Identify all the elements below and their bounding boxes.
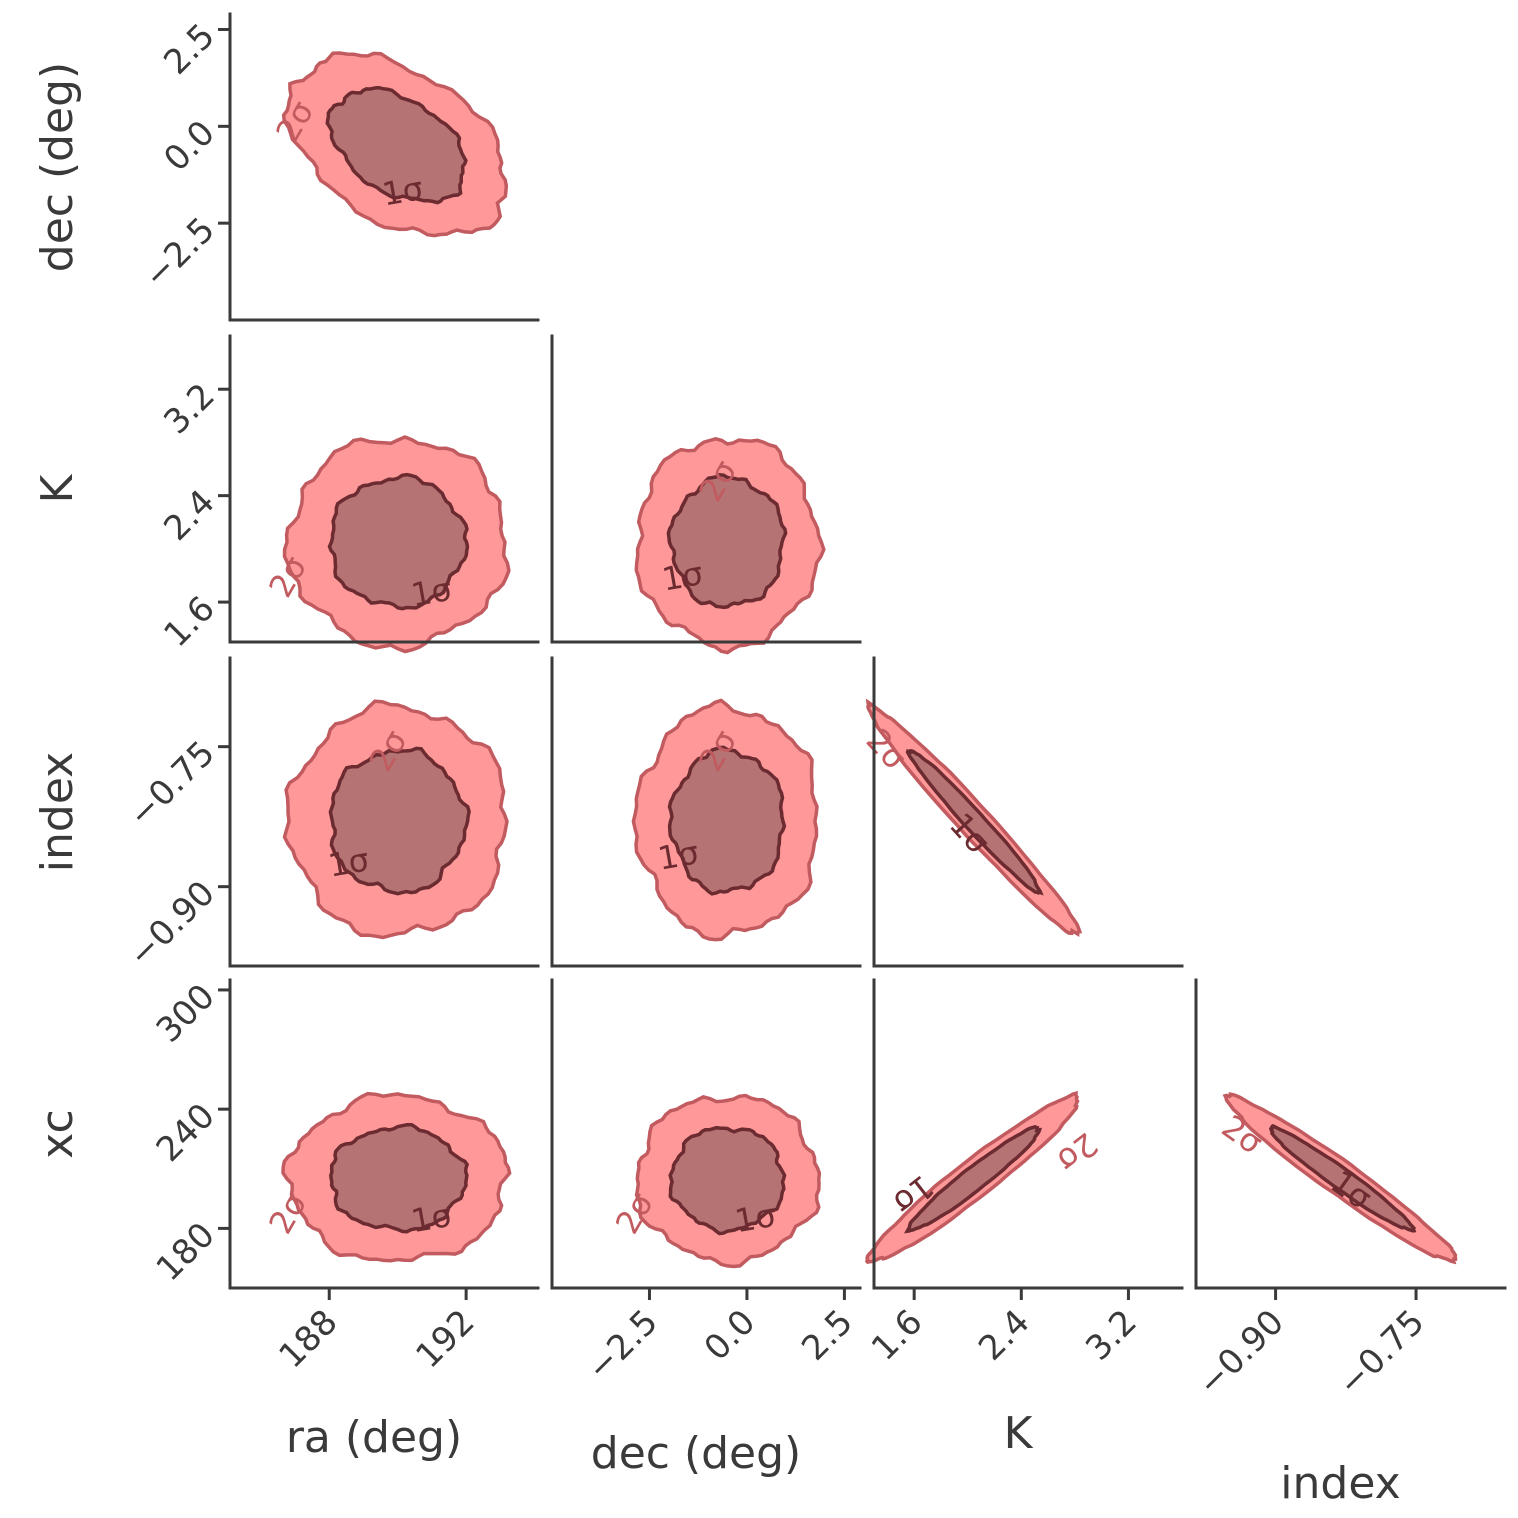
- contour-label-1sigma: 1σ: [325, 840, 372, 884]
- x-tick-label-ra-deg: 192: [408, 1302, 482, 1376]
- y-tick-label-dec-deg: 0.0: [156, 113, 223, 180]
- contour-1sigma: [328, 746, 471, 896]
- x-axis-label-index: index: [1280, 1458, 1400, 1509]
- x-tick-label-k: 3.2: [1078, 1302, 1145, 1369]
- contour-1sigma: [667, 745, 787, 896]
- panel-axes: [550, 978, 862, 1290]
- contour-1sigma: [329, 1122, 470, 1234]
- panel-axes: [228, 656, 540, 968]
- panel-axes: [1194, 978, 1507, 1290]
- contour-label-1sigma: 1σ: [379, 169, 426, 213]
- panel-axes: [228, 334, 540, 644]
- y-axis-label-k: K: [32, 473, 83, 503]
- contour-1sigma: [1268, 1123, 1417, 1233]
- x-tick-label-k: 1.6: [864, 1302, 931, 1369]
- y-tick-label-index: −0.75: [121, 733, 223, 835]
- contour-label-1sigma: 1σ: [732, 1196, 779, 1240]
- contour-label-1sigma: 1σ: [659, 554, 706, 598]
- y-axis-label-xc: xc: [32, 1109, 83, 1158]
- contour-1sigma: [668, 1125, 787, 1236]
- panel-axes: [872, 978, 1184, 1290]
- panel-axes: [550, 334, 862, 644]
- panel-axes: [872, 656, 1184, 968]
- x-tick-label-dec-deg: 0.0: [697, 1302, 764, 1369]
- x-tick-label-dec-deg: −2.5: [579, 1302, 666, 1389]
- y-tick-label-k: 1.6: [156, 589, 223, 656]
- contour-label-1sigma: 1σ: [408, 570, 455, 614]
- x-axis-label-ra-deg: ra (deg): [286, 1412, 462, 1463]
- y-tick-label-xc: 300: [149, 977, 223, 1051]
- contour-label-1sigma: 1σ: [655, 833, 702, 877]
- x-axis-label-dec-deg: dec (deg): [591, 1428, 801, 1479]
- y-tick-label-dec-deg: −2.5: [136, 210, 223, 297]
- panel-axes: [228, 12, 540, 322]
- contour-1sigma: [666, 473, 788, 610]
- y-tick-label-xc: 240: [149, 1096, 223, 1170]
- contour-1sigma: [904, 1124, 1043, 1234]
- x-axis-label-k: K: [1004, 1408, 1034, 1459]
- x-tick-label-index: −0.75: [1330, 1302, 1432, 1404]
- y-axis-label-dec-deg: dec (deg): [32, 62, 83, 272]
- x-tick-label-k: 2.4: [971, 1302, 1038, 1369]
- x-tick-label-ra-deg: 188: [271, 1302, 345, 1376]
- contour-1sigma: [327, 472, 470, 611]
- panel-axes: [550, 656, 862, 968]
- panel-axes: [228, 978, 540, 1290]
- contour-1sigma: [905, 748, 1044, 896]
- y-tick-label-k: 2.4: [156, 482, 223, 549]
- x-tick-label-index: −0.90: [1190, 1302, 1292, 1404]
- x-tick-label-dec-deg: 2.5: [794, 1302, 861, 1369]
- y-axis-label-index: index: [32, 752, 83, 872]
- y-tick-label-xc: 180: [149, 1215, 223, 1289]
- y-tick-label-index: −0.90: [121, 873, 223, 975]
- contour-label-1sigma: 1σ: [408, 1196, 455, 1240]
- contour-1sigma: [325, 85, 468, 205]
- y-tick-label-dec-deg: 2.5: [156, 16, 223, 83]
- y-tick-label-k: 3.2: [156, 376, 223, 443]
